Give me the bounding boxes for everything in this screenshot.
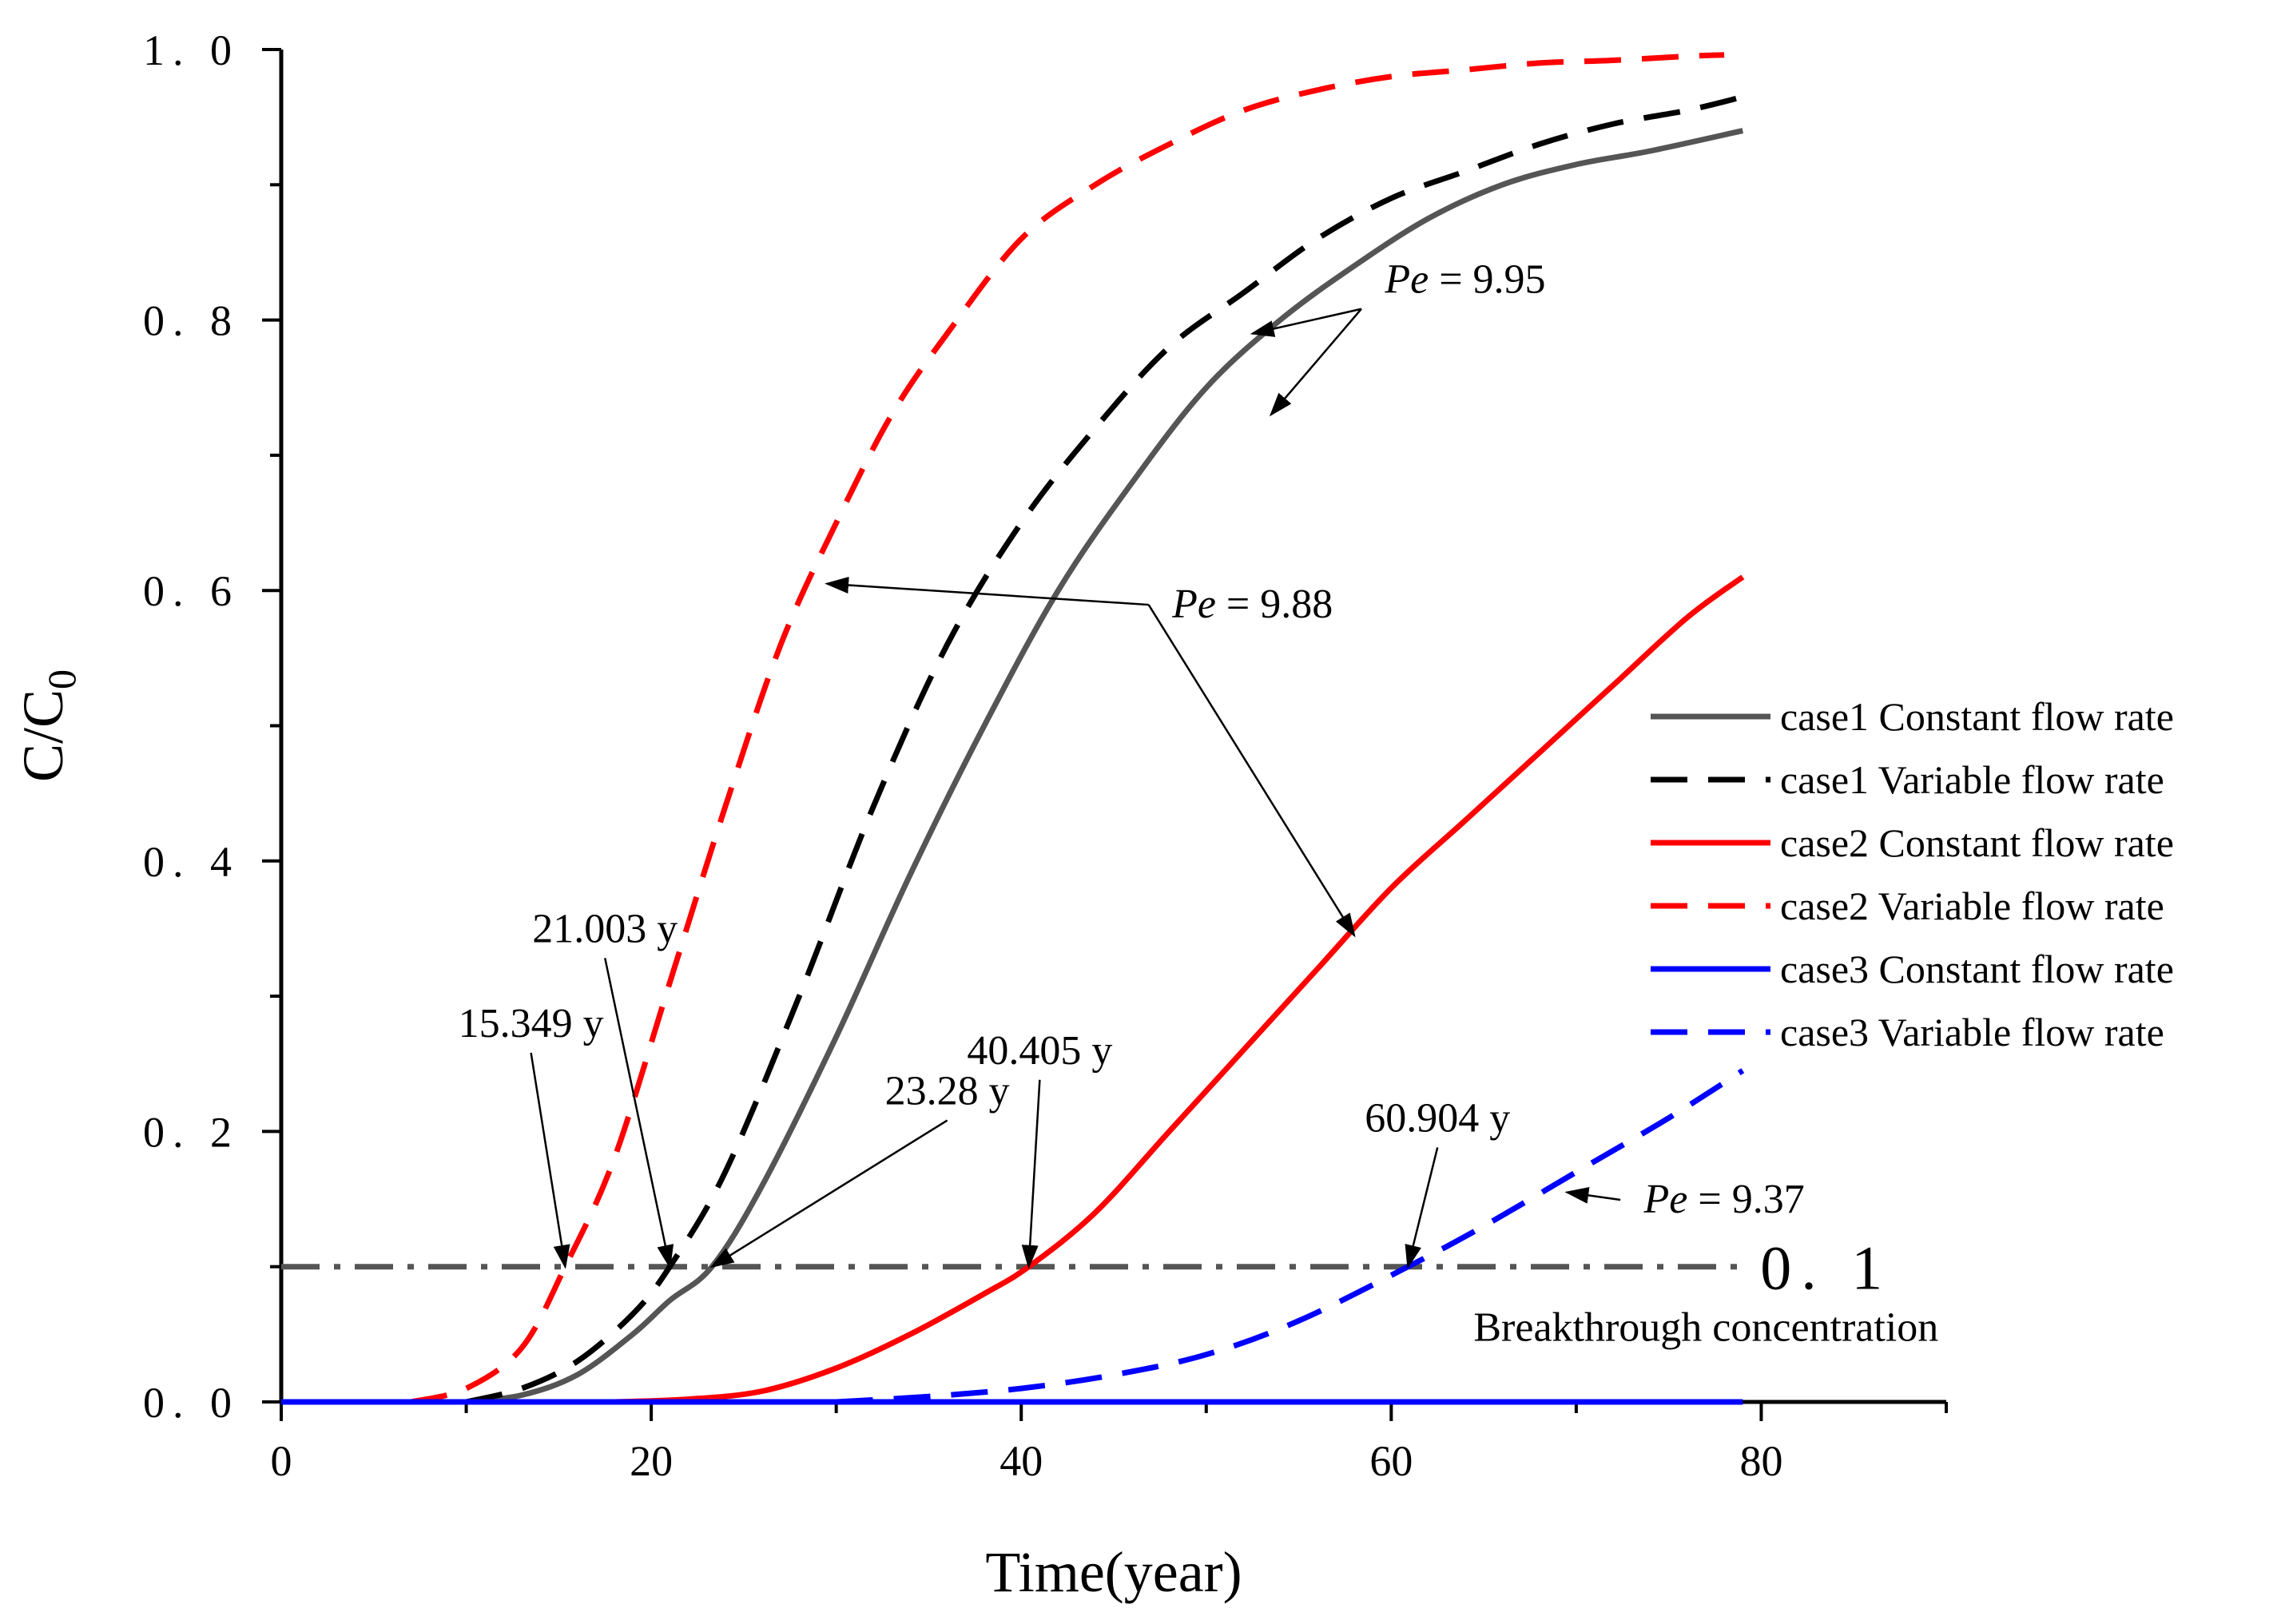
series-line-1 [466, 128, 1744, 1405]
y-axis-title-main: C/C [11, 689, 75, 782]
reference-line-label: Breakthrough concentration [1473, 1305, 1938, 1351]
annotation-arrow-8 [1564, 1186, 1621, 1204]
annotation-label-3: 23.28 y [885, 1069, 1010, 1114]
y-tick-label: 0. 6 [143, 567, 240, 615]
annotation-value: = 9.95 [1429, 257, 1545, 303]
legend-label-2: case1 Variable flow rate [1780, 757, 2164, 802]
annotation-symbol: Pe [1384, 257, 1429, 303]
annotation-arrow-4 [1021, 1079, 1041, 1269]
annotation-arrow-6 [1250, 308, 1362, 337]
annotation-label-4: 40.405 y [967, 1028, 1112, 1074]
annotation-label-7: Pe = 9.88 [1171, 582, 1333, 627]
annotation-arrow-1 [530, 1052, 570, 1269]
legend-label-3: case2 Constant flow rate [1780, 820, 2174, 865]
annotation-value: = 9.37 [1687, 1177, 1804, 1222]
series-line-2 [465, 93, 1744, 1405]
x-tick-label: 60 [1369, 1437, 1413, 1485]
legend-label-1: case1 Constant flow rate [1780, 694, 2174, 739]
y-tick-label: 0. 2 [143, 1108, 240, 1156]
annotation-label-6: Pe = 9.95 [1384, 257, 1545, 303]
y-tick-label: 0. 8 [143, 297, 240, 345]
annotation-label-1: 15.349 y [459, 1001, 604, 1046]
annotation-symbol: Pe [1643, 1177, 1688, 1222]
annotation-arrow-7-2 [1147, 604, 1356, 938]
annotation-label-8: Pe = 9.37 [1643, 1177, 1805, 1222]
annotation-label-2: 21.003 y [532, 906, 678, 951]
x-tick-label: 80 [1739, 1437, 1782, 1485]
legend-label-6: case3 Variable flow rate [1780, 1010, 2164, 1054]
y-axis-ticks: 0. 0 0. 2 0. 4 0. 6 0. 8 1. 0 [143, 26, 281, 1427]
annotation-arrow-3 [709, 1119, 948, 1269]
y-tick-label: 0. 4 [143, 838, 240, 886]
legend: case1 Constant flow rate case1 Variable f… [1651, 694, 2174, 1054]
y-axis-title-subscript: 0 [39, 669, 84, 689]
y-axis-title: C/C0 [11, 669, 84, 782]
series-line-3 [614, 574, 1745, 1405]
annotation-arrow-2 [603, 958, 674, 1269]
x-axis-ticks: 0 20 40 60 80 [271, 1402, 1948, 1485]
annotation-label-5: 60.904 y [1365, 1095, 1510, 1141]
series-line-4 [410, 52, 1725, 1405]
annotation-value: = 9.88 [1216, 582, 1333, 627]
y-tick-label: 1. 0 [143, 26, 240, 74]
x-axis-title: Time(year) [985, 1540, 1242, 1604]
annotation-arrow-7 [825, 577, 1149, 606]
annotation-arrow-6-2 [1269, 308, 1362, 417]
x-tick-label: 0 [271, 1437, 292, 1485]
reference-value-label: 0. 1 [1760, 1233, 1892, 1303]
annotation-symbol: Pe [1171, 582, 1216, 627]
legend-label-5: case3 Constant flow rate [1780, 947, 2174, 991]
annotation-arrow-5 [1405, 1147, 1439, 1269]
x-tick-label: 40 [999, 1437, 1043, 1485]
series-line-6 [836, 1068, 1745, 1405]
legend-label-4: case2 Variable flow rate [1780, 883, 2164, 928]
y-tick-label: 0. 0 [143, 1379, 240, 1427]
annotations: 15.349 y 21.003 y 23.28 y40.405 y 60.904 y P… [459, 257, 1805, 1269]
series-group [281, 52, 1745, 1405]
x-tick-label: 20 [630, 1437, 673, 1485]
